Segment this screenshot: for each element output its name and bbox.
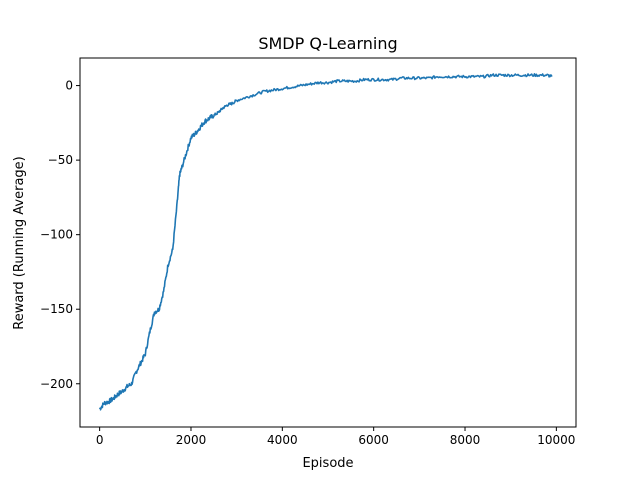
x-tick-label: 6000: [358, 433, 389, 447]
plot-frame: [79, 57, 577, 428]
plot-area: [98, 73, 553, 411]
chart-title: SMDP Q-Learning: [258, 34, 397, 53]
y-tick-label: −150: [40, 302, 73, 316]
y-tick-label: −200: [40, 377, 73, 391]
x-tick-label: 10000: [537, 433, 575, 447]
x-tick-label: 0: [96, 433, 104, 447]
y-tick-label: −50: [48, 153, 73, 167]
x-axis: 0 2000 4000 6000 8000 10000: [96, 427, 575, 447]
reward-series-line: [98, 73, 553, 411]
x-axis-label: Episode: [302, 456, 353, 471]
y-tick-label: 0: [65, 79, 73, 93]
x-tick-label: 2000: [176, 433, 207, 447]
y-tick-label: −100: [40, 228, 73, 242]
y-axis-label: Reward (Running Average): [12, 156, 27, 329]
y-axis: −200 −150 −100 −50 0: [40, 79, 80, 391]
x-tick-label: 4000: [267, 433, 298, 447]
x-tick-label: 8000: [450, 433, 481, 447]
